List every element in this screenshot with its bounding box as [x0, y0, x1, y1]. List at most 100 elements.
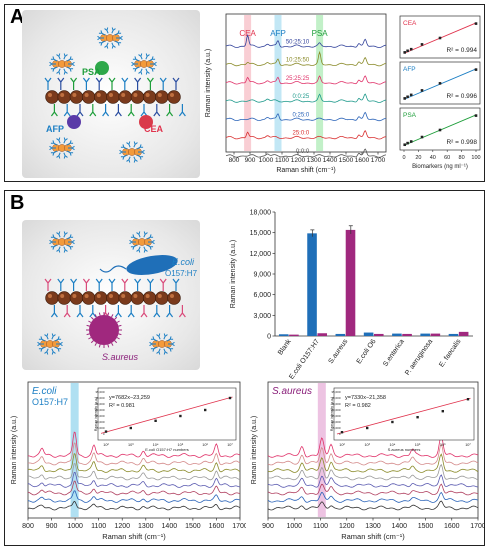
cluster-antibody	[132, 66, 140, 72]
cluster-antibody	[66, 234, 74, 240]
x-tick-label: 1400	[323, 157, 338, 164]
x-tick-label: 1300	[365, 523, 381, 530]
cluster-antibody	[104, 27, 109, 34]
inset-x-tick-label: 10³	[128, 443, 134, 447]
cluster-antibody	[66, 150, 74, 156]
y-tick-label: 12,000	[250, 251, 272, 258]
antibody	[114, 305, 122, 318]
bar	[317, 333, 328, 336]
error-bar	[348, 225, 353, 235]
antibody	[140, 104, 148, 117]
nanoparticle-highlight	[121, 93, 126, 97]
ecoli-cell	[126, 255, 178, 275]
nanoparticle-highlight	[72, 93, 77, 97]
inset-point	[466, 398, 470, 401]
band-psa	[316, 15, 324, 151]
chart-a-calibration: CEA R² = 0.994 AFP R² = 0.996 PSA R² = 0.998 0…	[399, 15, 481, 170]
bar	[289, 334, 299, 336]
nanoparticle	[94, 291, 108, 305]
spectrum-line	[225, 130, 387, 140]
inset-r2: R² = 0.982	[345, 403, 371, 409]
spectrum-line	[267, 453, 479, 473]
saureus-spike	[116, 320, 120, 323]
saureus-spike	[107, 344, 110, 348]
nanoparticle	[69, 291, 84, 305]
cluster-antibody	[126, 156, 131, 163]
cluster-antibody	[49, 61, 56, 67]
x-tick-label: 1000	[286, 523, 302, 530]
x-axis-label: Biomarkers (ng ml⁻¹)	[412, 164, 468, 170]
cluster-antibody	[63, 68, 68, 75]
inset-point	[228, 396, 232, 400]
spectrum-line	[27, 442, 241, 466]
x-tick-label: 1700	[371, 157, 386, 164]
cluster-antibody	[63, 231, 68, 238]
panel-b-label: B	[10, 192, 25, 214]
x-tick-label: 1600	[355, 157, 370, 164]
antibody	[172, 77, 180, 90]
inset-x-tick-label: 10³	[364, 443, 370, 447]
bar	[458, 331, 469, 336]
calib-point	[406, 141, 409, 145]
saureus-spike	[86, 324, 90, 327]
cluster-antibody	[136, 231, 141, 238]
cluster-antibody	[114, 30, 122, 36]
spectrum-line	[225, 148, 387, 158]
series-label: 50:25:10	[286, 39, 310, 45]
cluster-antibody	[130, 244, 138, 250]
cluster-antibody	[104, 42, 109, 49]
saureus-spike	[114, 340, 118, 344]
antibody	[63, 305, 71, 318]
spectrum-line	[267, 463, 479, 481]
saureus-spike	[111, 314, 114, 318]
nanoparticle-highlight	[109, 294, 113, 298]
x-tick-label: 1700	[470, 523, 484, 530]
antibody	[114, 104, 122, 117]
x-axis-label: Raman shift (cm⁻¹)	[276, 167, 335, 174]
inset-y-tick-label: 25,000	[331, 402, 341, 406]
x-tick-label: 80	[459, 155, 465, 161]
saureus-spike	[118, 324, 122, 327]
chart-title-line-2: O157:H7	[32, 397, 68, 407]
spectrum-line	[27, 463, 241, 481]
nanoparticle	[167, 291, 181, 305]
x-tick-label: 1500	[339, 157, 354, 164]
spectrum-line	[267, 500, 479, 511]
cluster-antibody	[133, 141, 138, 148]
cluster-antibody	[50, 244, 58, 250]
antibody	[121, 77, 129, 90]
inset-y-tick-label: 5,000	[97, 426, 105, 430]
y-tick-label: 6,000	[253, 292, 271, 299]
inset-x-tick-label: 10⁶	[202, 443, 208, 447]
x-tick-label: 0	[402, 155, 405, 161]
saureus-spike	[116, 337, 120, 340]
cluster-antibody	[145, 53, 150, 60]
x-tick-label: 1200	[114, 523, 130, 530]
nanoparticle	[118, 90, 132, 104]
illustration-b: E.coli O157:H7 S.aureus	[37, 231, 198, 362]
inset-point	[441, 410, 444, 413]
x-tick-label: 900	[262, 523, 274, 530]
cluster-antibody	[146, 234, 154, 240]
cluster-antibody	[56, 341, 63, 347]
cluster-antibody	[129, 239, 136, 245]
illustration-a: PSA AFP CEA	[44, 27, 186, 163]
antibody	[172, 278, 180, 291]
band-cea	[244, 15, 252, 151]
cluster-antibody	[120, 144, 128, 150]
inset-fit-line	[100, 396, 233, 434]
inset-frame	[333, 387, 475, 441]
cluster-antibody	[56, 231, 61, 238]
cluster-antibody	[66, 66, 74, 72]
nanoparticle	[130, 291, 145, 305]
series-label: 0:0:0	[296, 149, 310, 155]
nanoparticle-highlight	[157, 93, 162, 97]
cluster-antibody	[149, 341, 156, 347]
cluster-antibody	[66, 244, 74, 250]
chart-b-bar: 03,0006,0009,00012,00015,00018,000BlankE…	[230, 210, 473, 380]
x-tick-label: 1400	[391, 523, 407, 530]
x-tick-label: 1500	[418, 523, 434, 530]
y-tick-label: 15,000	[250, 230, 272, 237]
highlight-band	[70, 383, 79, 517]
cluster-antibody	[156, 333, 161, 340]
